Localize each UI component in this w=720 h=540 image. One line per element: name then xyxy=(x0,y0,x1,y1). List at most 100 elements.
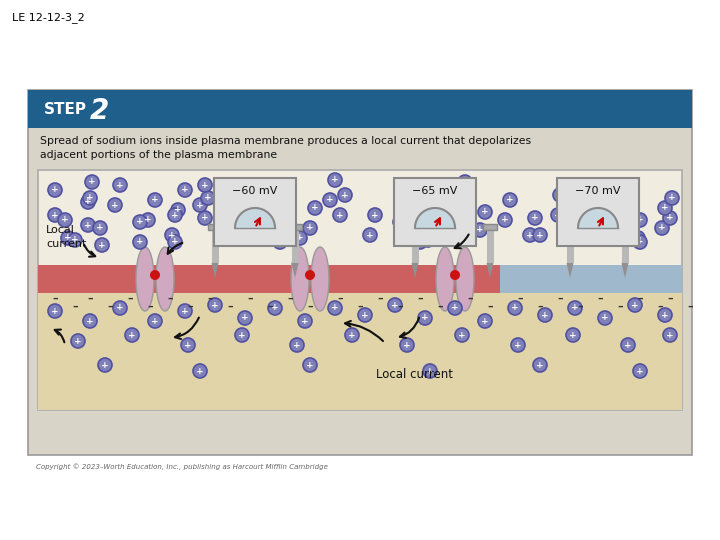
Text: –: – xyxy=(417,294,423,304)
Text: +: + xyxy=(98,240,106,249)
Circle shape xyxy=(453,195,467,209)
Circle shape xyxy=(665,191,679,205)
Circle shape xyxy=(631,231,645,245)
Bar xyxy=(38,293,682,410)
Circle shape xyxy=(193,364,207,378)
Bar xyxy=(214,178,296,246)
Circle shape xyxy=(85,175,99,189)
Text: +: + xyxy=(456,193,464,202)
Text: +: + xyxy=(51,211,59,219)
Text: +: + xyxy=(426,367,434,375)
Circle shape xyxy=(68,233,82,247)
Text: +: + xyxy=(331,303,339,313)
Circle shape xyxy=(455,328,469,342)
Text: +: + xyxy=(401,198,409,206)
Text: +: + xyxy=(372,211,379,219)
Text: +: + xyxy=(424,235,432,245)
Circle shape xyxy=(181,338,195,352)
Circle shape xyxy=(81,195,95,209)
Circle shape xyxy=(303,221,317,235)
Circle shape xyxy=(81,218,95,232)
Text: –: – xyxy=(87,294,93,304)
Text: –: – xyxy=(187,302,193,312)
Text: –: – xyxy=(228,302,233,312)
Text: +: + xyxy=(128,330,136,340)
Text: +: + xyxy=(581,226,589,234)
Circle shape xyxy=(323,193,337,207)
Text: –: – xyxy=(337,294,343,304)
Text: +: + xyxy=(636,367,644,375)
Circle shape xyxy=(621,338,635,352)
Text: –: – xyxy=(467,294,473,304)
Circle shape xyxy=(48,208,62,222)
Text: +: + xyxy=(348,330,356,340)
Circle shape xyxy=(198,178,212,192)
Text: +: + xyxy=(238,330,246,340)
Text: –: – xyxy=(667,294,672,304)
Text: +: + xyxy=(661,204,669,213)
Circle shape xyxy=(83,314,97,328)
Text: +: + xyxy=(481,207,489,217)
Text: +: + xyxy=(174,206,182,214)
Text: +: + xyxy=(601,314,609,322)
Circle shape xyxy=(448,211,462,225)
Circle shape xyxy=(148,193,162,207)
Bar xyxy=(28,90,692,128)
Circle shape xyxy=(83,191,97,205)
Bar xyxy=(621,230,629,263)
Text: +: + xyxy=(416,238,424,246)
Bar xyxy=(483,224,497,230)
Circle shape xyxy=(125,328,139,342)
Circle shape xyxy=(566,328,580,342)
Text: +: + xyxy=(196,367,204,375)
Text: +: + xyxy=(201,213,209,222)
Bar xyxy=(618,224,632,230)
Text: –: – xyxy=(52,294,58,304)
Text: STEP: STEP xyxy=(44,102,87,117)
Circle shape xyxy=(305,270,315,280)
Text: +: + xyxy=(391,300,399,309)
Circle shape xyxy=(178,304,192,318)
Polygon shape xyxy=(412,263,418,278)
Text: –: – xyxy=(687,302,693,312)
Text: +: + xyxy=(531,213,539,222)
Text: 2: 2 xyxy=(90,97,109,125)
Circle shape xyxy=(201,191,215,205)
Circle shape xyxy=(511,338,525,352)
Bar xyxy=(38,170,682,410)
Text: +: + xyxy=(451,213,459,222)
Circle shape xyxy=(168,208,182,222)
Circle shape xyxy=(198,211,212,225)
Circle shape xyxy=(168,235,182,249)
Circle shape xyxy=(148,314,162,328)
Text: +: + xyxy=(591,180,599,190)
Circle shape xyxy=(533,358,547,372)
Text: –: – xyxy=(127,294,132,304)
Text: –: – xyxy=(267,302,273,312)
Text: +: + xyxy=(293,341,301,349)
Circle shape xyxy=(498,213,512,227)
Ellipse shape xyxy=(456,247,474,311)
Text: +: + xyxy=(396,218,404,226)
Text: –: – xyxy=(537,302,543,312)
Bar xyxy=(212,230,218,263)
Polygon shape xyxy=(212,263,218,278)
Circle shape xyxy=(93,221,107,235)
Text: +: + xyxy=(51,307,59,315)
Circle shape xyxy=(553,188,567,202)
Bar xyxy=(208,224,222,230)
Circle shape xyxy=(238,311,252,325)
Circle shape xyxy=(583,198,597,212)
Text: +: + xyxy=(181,307,189,315)
Ellipse shape xyxy=(291,247,309,311)
Circle shape xyxy=(523,228,537,242)
Text: –: – xyxy=(247,294,253,304)
Circle shape xyxy=(358,308,372,322)
Circle shape xyxy=(150,270,160,280)
Circle shape xyxy=(398,195,412,209)
Text: +: + xyxy=(571,303,579,313)
Circle shape xyxy=(303,358,317,372)
Circle shape xyxy=(338,188,352,202)
Text: +: + xyxy=(136,238,144,246)
Text: +: + xyxy=(74,336,82,346)
